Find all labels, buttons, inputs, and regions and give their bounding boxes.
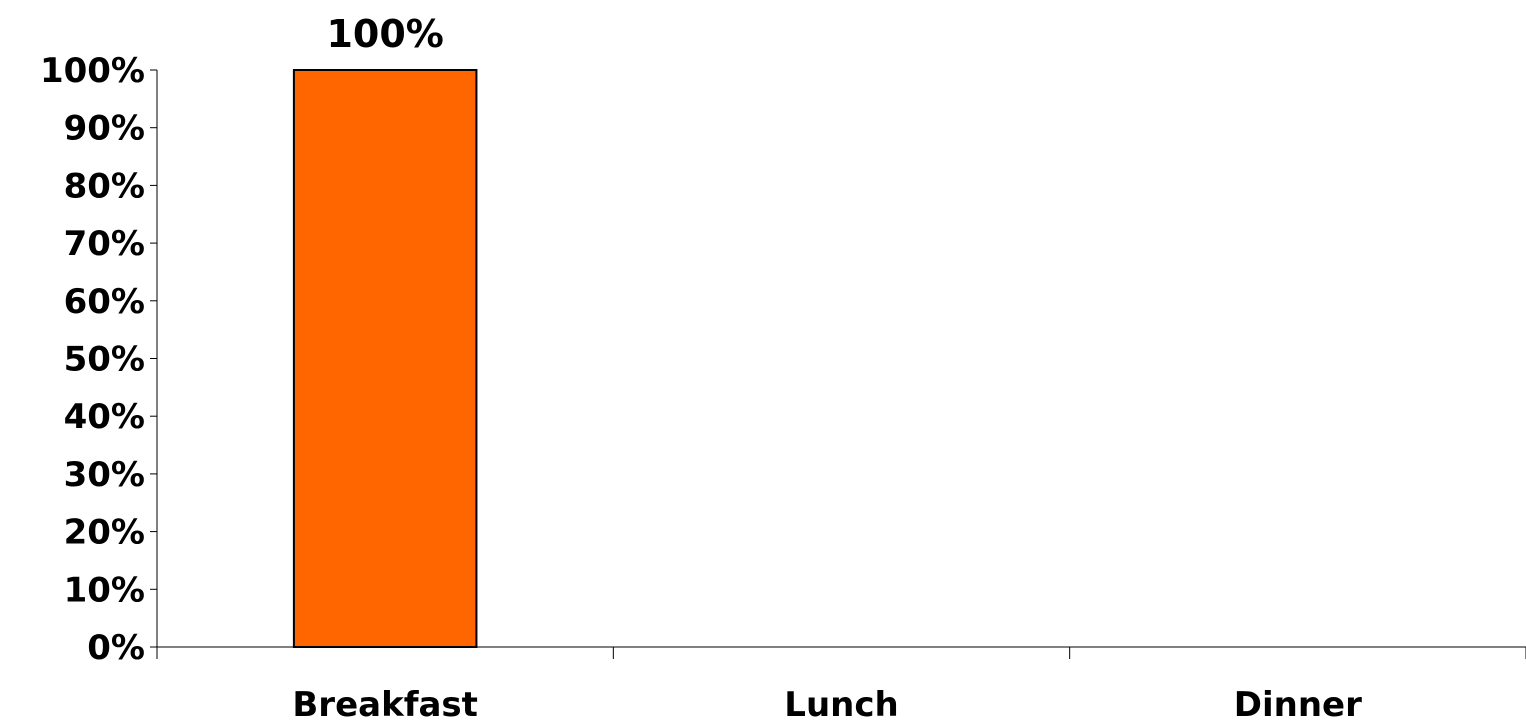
y-tick-label: 70% xyxy=(64,224,145,264)
bar-data-label: 100% xyxy=(326,12,443,56)
x-axis: Breakfast Lunch Dinner xyxy=(156,646,1526,721)
y-tick-label: 90% xyxy=(64,109,145,149)
y-tick-label: 0% xyxy=(87,628,145,668)
y-tick-label: 100% xyxy=(40,51,145,91)
y-tick-label: 80% xyxy=(64,166,145,206)
y-tick-label: 50% xyxy=(64,340,145,380)
bar xyxy=(292,69,478,648)
x-category-label: Lunch xyxy=(784,685,898,721)
data-labels: 100% xyxy=(326,12,443,56)
y-tick-label: 10% xyxy=(64,570,145,610)
y-tick-label: 60% xyxy=(64,282,145,322)
y-tick-label: 40% xyxy=(64,397,145,437)
y-tick-label: 30% xyxy=(64,455,145,495)
x-category-label: Dinner xyxy=(1234,685,1362,721)
y-tick-label: 20% xyxy=(64,513,145,553)
y-axis: 0% 10% 20% 30% 40% 50% 60% 70% 80% 90% 100% xyxy=(40,51,158,668)
bars xyxy=(292,69,478,648)
x-category-label: Breakfast xyxy=(292,685,478,721)
